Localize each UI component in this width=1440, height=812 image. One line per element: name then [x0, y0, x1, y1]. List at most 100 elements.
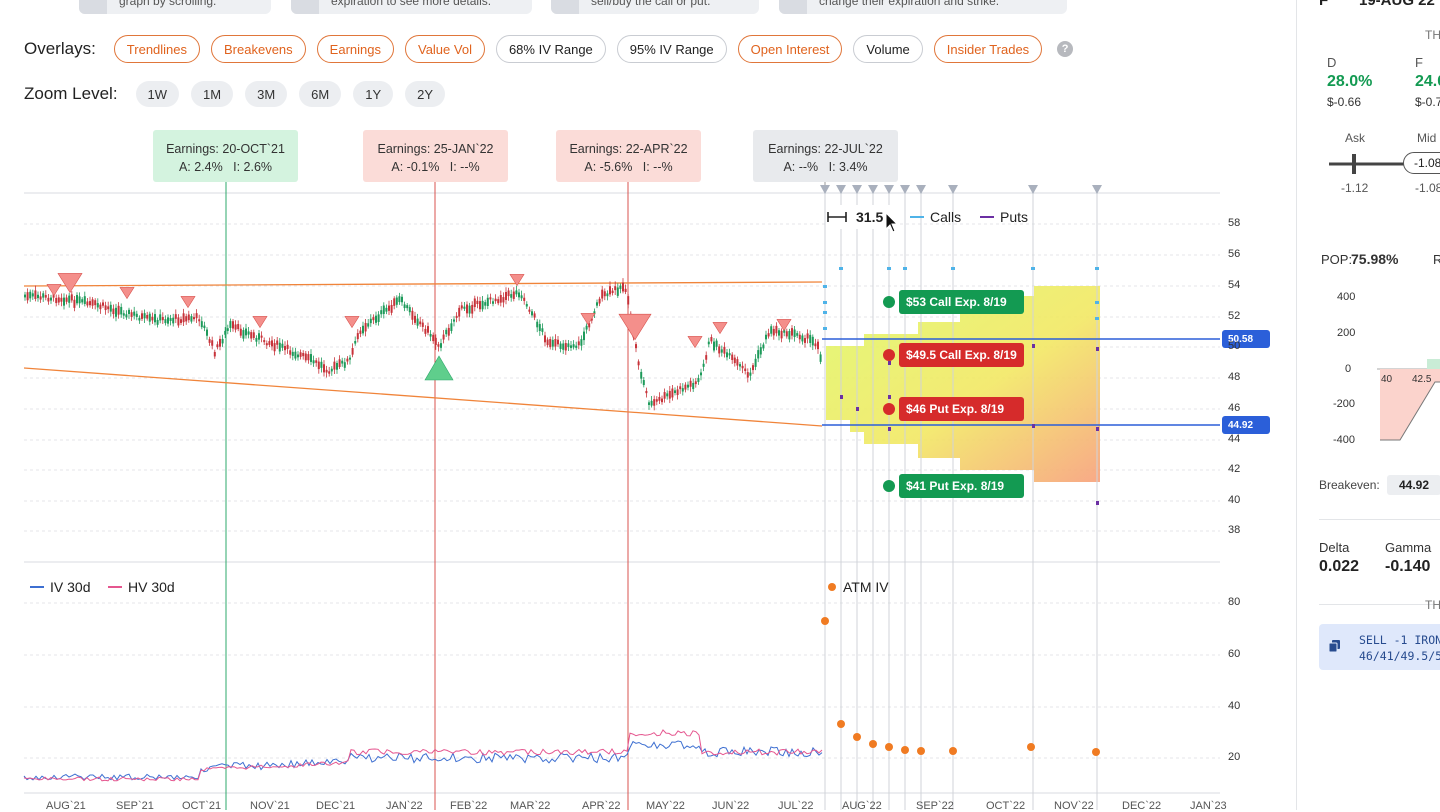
strike-tag[interactable]: $53 Call Exp. 8/19 — [899, 290, 1024, 314]
tip-text: graph by scrolling. — [119, 0, 217, 8]
earnings-card[interactable]: Earnings: 20-OCT`21 A: 2.4% I: 2.6% — [153, 130, 298, 182]
candle-body — [34, 290, 37, 299]
candle-body — [759, 347, 762, 355]
call-open-interest — [823, 327, 827, 330]
expiration-marker — [868, 185, 878, 194]
overlay-trendlines-toggle[interactable]: Trendlines — [113, 35, 201, 63]
candle-body — [533, 313, 536, 318]
tips-bar: graph by scrolling. expiration to see mo… — [0, 0, 1100, 14]
candle-body — [299, 352, 302, 357]
overlay-open-interest-toggle[interactable]: Open Interest — [737, 35, 843, 63]
trade-summary[interactable]: SELL -1 IRON 46/41/49.5/5 — [1319, 624, 1440, 670]
candle-body — [744, 368, 747, 372]
candle-body — [375, 315, 377, 323]
zoom-1w-button[interactable]: 1W — [135, 81, 180, 107]
candle-body — [619, 285, 622, 289]
candle-body — [247, 331, 250, 335]
candle-body — [713, 341, 715, 351]
strike-dot[interactable] — [883, 349, 895, 361]
candle-body — [159, 314, 162, 321]
strike-tag[interactable]: $41 Put Exp. 8/19 — [899, 474, 1024, 498]
candle-body — [757, 350, 760, 359]
zoom-6m-button[interactable]: 6M — [299, 81, 342, 107]
candle-body — [252, 332, 255, 338]
earnings-card[interactable]: Earnings: 22-APR`22 A: -5.6% I: --% — [556, 130, 701, 182]
candle-body — [265, 343, 268, 346]
candle-body — [130, 312, 133, 317]
atm-iv-legend[interactable]: ATM IV — [828, 579, 889, 595]
mid-price-input[interactable]: -1.08 — [1403, 152, 1440, 174]
candle-body — [304, 353, 307, 361]
candle-body — [271, 340, 273, 347]
f-percent: 24.0 — [1415, 73, 1440, 90]
candle-body — [710, 337, 713, 342]
time-axis-label: DEC`22 — [1122, 800, 1162, 812]
strike-dot[interactable] — [883, 296, 895, 308]
iv-legend[interactable]: IV 30d — [30, 579, 90, 595]
overlay-value-vol-toggle[interactable]: Value Vol — [404, 35, 485, 63]
put-open-interest — [1096, 427, 1099, 431]
strike-tag[interactable]: $49.5 Call Exp. 8/19 — [899, 343, 1024, 367]
strike-dot[interactable] — [883, 480, 895, 492]
overlay-insider-trades-toggle[interactable]: Insider Trades — [933, 35, 1043, 63]
candle-body — [499, 295, 502, 303]
candle-body — [463, 306, 466, 309]
candle-body — [187, 314, 190, 321]
candle-body — [151, 316, 154, 321]
overlay-68-iv-range-toggle[interactable]: 68% IV Range — [495, 35, 606, 63]
overlay-95-iv-range-toggle[interactable]: 95% IV Range — [616, 35, 727, 63]
overlay-earnings-toggle[interactable]: Earnings — [316, 35, 394, 63]
candle-body — [70, 294, 73, 301]
pl-y-label: -400 — [1333, 434, 1356, 446]
candle-body — [749, 372, 752, 376]
d-value: $-0.66 — [1327, 95, 1362, 109]
copy-icon[interactable] — [1329, 640, 1341, 652]
candle-body — [801, 335, 804, 342]
col-d-label: D — [1327, 55, 1337, 70]
earnings-card[interactable]: Earnings: 22-JUL`22 A: --% I: 3.4% — [753, 130, 898, 182]
ruler-value: 31.5 — [856, 209, 884, 225]
zoom-row: Zoom Level: 1W 1M 3M 6M 1Y 2Y — [24, 81, 457, 107]
candle-body — [206, 329, 208, 336]
help-icon[interactable]: ? — [1057, 41, 1074, 57]
calls-legend[interactable]: Calls — [910, 209, 961, 225]
strike-tag[interactable]: $46 Put Exp. 8/19 — [899, 397, 1024, 421]
candle-body — [325, 369, 328, 373]
candle-body — [232, 321, 234, 329]
candle-body — [817, 341, 819, 350]
hv-legend[interactable]: HV 30d — [108, 579, 175, 595]
pl-chart[interactable] — [1377, 290, 1440, 450]
strike-dot[interactable] — [883, 403, 895, 415]
candle-body — [585, 325, 588, 330]
price-chart[interactable] — [0, 0, 1296, 810]
candle-body — [120, 306, 123, 315]
time-axis-label: JUN`22 — [712, 800, 750, 812]
overlay-breakevens-toggle[interactable]: Breakevens — [211, 35, 306, 63]
vol-axis-label: 40 — [1228, 700, 1241, 712]
zoom-1m-button[interactable]: 1M — [191, 81, 234, 107]
candle-body — [538, 324, 541, 331]
candle-body — [29, 291, 32, 299]
candle-body — [343, 362, 346, 368]
zoom-3m-button[interactable]: 3M — [245, 81, 288, 107]
candle-body — [775, 325, 778, 334]
vol-axis-label: 80 — [1228, 596, 1241, 608]
candle-body — [83, 296, 86, 304]
candle-body — [133, 311, 136, 316]
zoom-2y-button[interactable]: 2Y — [405, 81, 446, 107]
delta-label: Delta — [1319, 540, 1350, 555]
zoom-1y-button[interactable]: 1Y — [353, 81, 394, 107]
mid-value: -1.08 — [1415, 181, 1440, 195]
candle-body — [484, 302, 487, 306]
pl-y-label: 0 — [1345, 363, 1352, 375]
candle-body — [424, 328, 427, 334]
time-axis-label: OCT`22 — [986, 800, 1026, 812]
overlay-volume-toggle[interactable]: Volume — [853, 35, 923, 63]
puts-legend[interactable]: Puts — [980, 209, 1028, 225]
candle-body — [575, 345, 578, 348]
candle-body — [362, 325, 364, 334]
earnings-card[interactable]: Earnings: 25-JAN`22 A: -0.1% I: --% — [363, 130, 508, 182]
candle-body — [432, 334, 435, 342]
candle-body — [146, 315, 149, 319]
put-open-interest — [1096, 347, 1099, 351]
